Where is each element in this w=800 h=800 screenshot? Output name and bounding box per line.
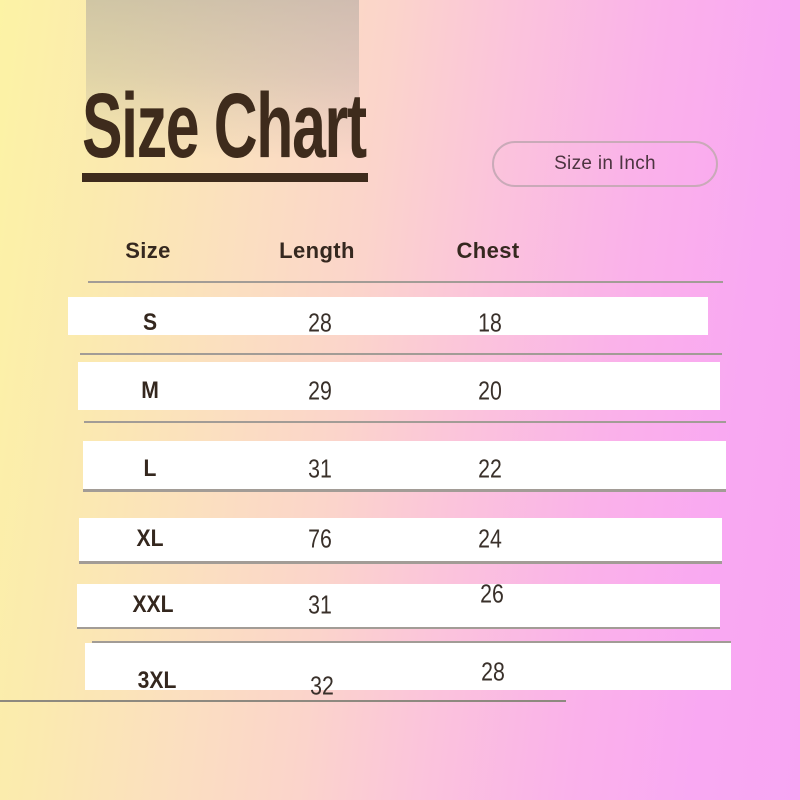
table-row	[78, 362, 720, 410]
size-cell: L	[143, 455, 157, 482]
length-cell: 28	[308, 307, 332, 338]
chest-cell: 20	[478, 375, 502, 406]
table-row	[79, 518, 722, 564]
top-fade-overlay	[86, 0, 359, 168]
length-cell: 31	[308, 453, 332, 484]
row-divider	[84, 421, 726, 423]
column-header-size: Size	[125, 238, 171, 263]
chest-cell: 26	[480, 578, 504, 609]
table-row	[83, 441, 726, 492]
chest-cell: 24	[478, 523, 502, 554]
title-underline	[82, 173, 368, 182]
chest-cell: 22	[478, 453, 502, 484]
length-cell: 76	[308, 523, 332, 554]
column-header-chest: Chest	[456, 238, 520, 263]
page-title: Size Chart	[82, 75, 367, 177]
table-row	[68, 297, 708, 335]
chest-cell: 28	[481, 656, 505, 687]
row-divider	[80, 353, 722, 355]
bottom-divider	[0, 700, 566, 702]
size-cell: S	[142, 309, 158, 336]
size-cell: XL	[136, 525, 164, 552]
size-unit-label: Size in Inch	[554, 153, 656, 174]
chest-cell: 18	[478, 307, 502, 338]
length-cell: 29	[308, 375, 332, 406]
size-cell: 3XL	[137, 667, 177, 694]
size-cell: XXL	[132, 591, 174, 618]
size-cell: M	[141, 377, 159, 404]
length-cell: 32	[310, 670, 334, 701]
size-unit-badge[interactable]: Size in Inch	[492, 141, 718, 187]
table-row	[85, 641, 731, 690]
table-row	[77, 584, 720, 629]
length-cell: 31	[308, 589, 332, 620]
header-divider	[88, 281, 723, 283]
column-header-length: Length	[279, 238, 355, 263]
